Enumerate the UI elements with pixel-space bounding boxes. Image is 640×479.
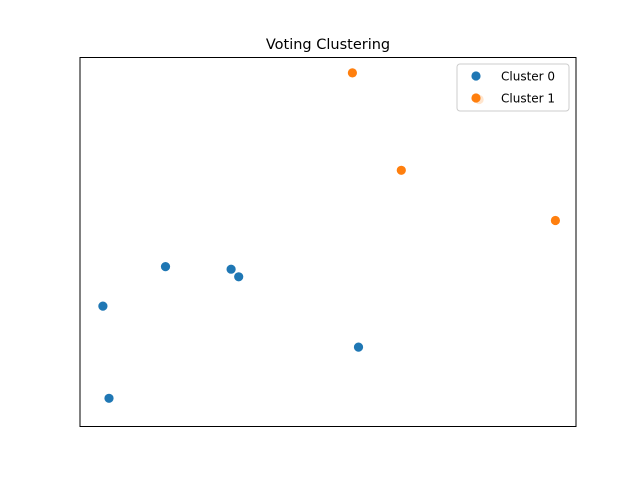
point-series-1-1 xyxy=(396,165,406,175)
point-series-0-0 xyxy=(98,301,108,311)
legend: Cluster 0 Cluster 1 xyxy=(456,63,570,112)
point-series-1-3 xyxy=(550,215,561,226)
chart-title: Voting Clustering xyxy=(266,37,390,53)
point-series-1-0 xyxy=(347,68,357,78)
point-series-0-1 xyxy=(104,393,114,403)
point-series-0-3 xyxy=(226,264,236,274)
legend-label-0: Cluster 0 xyxy=(501,70,555,84)
point-series-0-5 xyxy=(353,342,364,352)
legend-marker-1 xyxy=(471,93,481,103)
point-series-0-2 xyxy=(160,262,171,272)
legend-box xyxy=(456,63,570,112)
legend-marker-0 xyxy=(471,71,481,81)
plot-area xyxy=(79,57,577,427)
legend-label-1: Cluster 1 xyxy=(501,92,555,106)
point-series-0-4 xyxy=(234,272,244,282)
